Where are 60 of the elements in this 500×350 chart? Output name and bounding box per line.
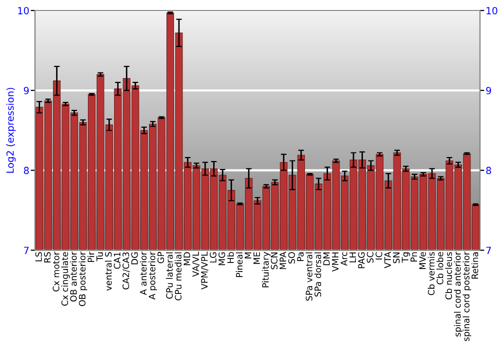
- x-tick-label: MD: [184, 252, 190, 266]
- y2-tick-label: 10: [486, 6, 498, 14]
- x-tick-label: Cb nucleus: [445, 252, 452, 300]
- x-tick-label: VPM/VPL: [201, 252, 208, 290]
- x-tick-label: Tg: [402, 252, 410, 263]
- x-tick-label: CPu medial: [174, 252, 182, 300]
- x-tick-label: Pituitary: [262, 252, 270, 288]
- y-axis-title: Log2 (expression): [6, 88, 16, 173]
- x-tick-label: M: [244, 252, 252, 258]
- x-tick-label: ventral S: [104, 252, 112, 291]
- x-tick-label: Cb lobe: [436, 252, 444, 284]
- x-tick-label: Retina: [471, 252, 478, 279]
- x-tick-label: LH: [350, 252, 356, 262]
- x-tick-label: Pineal: [236, 252, 243, 278]
- x-tick-label: ME: [254, 252, 260, 264]
- x-tick-label: Pir: [87, 252, 94, 262]
- y-tick-label: 10: [18, 6, 29, 14]
- y2-tick-label: 8: [486, 166, 492, 174]
- x-tick-label: Hb: [227, 252, 234, 263]
- x-tick-label: SC: [366, 252, 374, 263]
- x-tick-label: Cx motor: [52, 252, 60, 292]
- x-tick-label: MVe: [419, 252, 426, 270]
- x-tick-label: spinal cord anterior: [454, 252, 462, 336]
- x-tick-label: CA1: [114, 252, 120, 269]
- x-tick-label: DG: [131, 252, 138, 264]
- y2-tick-label: 7: [486, 246, 491, 254]
- y-tick-label: 7: [24, 246, 29, 254]
- y-tick-label: 8: [24, 166, 29, 174]
- x-tick-label: Pn: [410, 252, 417, 262]
- x-tick-label: A posterior: [148, 252, 158, 300]
- x-tick-label: SO: [288, 252, 295, 264]
- x-tick-label: SCN: [270, 252, 278, 270]
- x-tick-label: Arc: [340, 252, 348, 266]
- y2-tick-label: 9: [486, 86, 492, 94]
- x-tick-label: PAG: [358, 252, 365, 268]
- x-tick-label: GP: [157, 252, 164, 264]
- x-tick-label: IC: [376, 252, 382, 260]
- x-tick-label: Tu: [96, 252, 103, 262]
- x-tick-label: CPu lateral: [166, 252, 173, 299]
- x-tick-label: VMH: [332, 252, 338, 272]
- x-tick-label: LS: [35, 252, 42, 262]
- x-tick-label: DM: [323, 252, 330, 266]
- x-tick-label: VA/VL: [192, 252, 200, 277]
- x-tick-label: A anterior: [140, 252, 147, 296]
- x-tick-label: RS: [44, 252, 51, 262]
- x-tick-label: LG: [210, 252, 216, 262]
- x-tick-label: VTA: [384, 252, 391, 268]
- x-tick-label: Cb vermis: [428, 252, 435, 296]
- x-tick-label: OB anterior: [70, 252, 77, 302]
- x-tick-label: MG: [218, 252, 226, 266]
- x-tick-label: OB posterior: [78, 252, 88, 306]
- x-tick-label: spinal cord posterior: [462, 252, 472, 342]
- x-tick-label: SPa dorsal: [314, 252, 322, 296]
- x-tick-label: MPA: [280, 252, 286, 270]
- y-tick-label: 9: [24, 86, 29, 94]
- x-tick-label: CA2/CA3: [122, 252, 130, 290]
- x-tick-label: SN: [393, 252, 400, 264]
- x-tick-label: Pa: [297, 252, 304, 262]
- x-tick-label: Cx cingulate: [61, 252, 70, 306]
- x-tick-label: SPa ventral: [306, 252, 312, 301]
